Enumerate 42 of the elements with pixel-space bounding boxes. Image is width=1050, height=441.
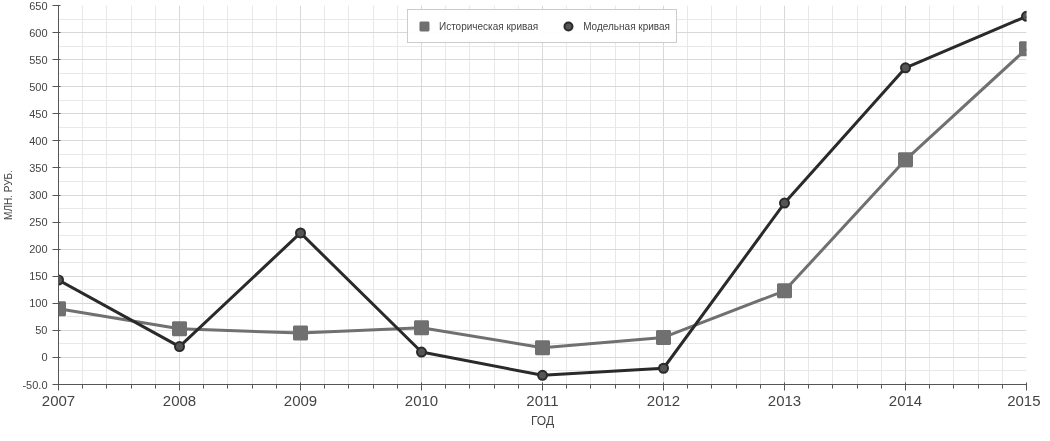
y-tick-label: 400 (29, 134, 48, 147)
point (900, 62, 911, 74)
x-tick-label: 2011 (526, 391, 559, 409)
y-tick-label: 250 (29, 216, 48, 229)
x-axis-title: ГОД (530, 413, 555, 428)
x-tick-label: 2013 (767, 391, 802, 409)
y-axis-title: МЛН. РУБ. (3, 170, 15, 220)
y-tick-label: 350 (29, 161, 48, 174)
point (779, 197, 790, 209)
x-tick-label: 2010 (404, 391, 439, 409)
y-tick-label: 550 (29, 53, 48, 66)
y-tick-label: 150 (29, 270, 48, 283)
point (537, 369, 548, 381)
y-tick-label: 50 (35, 324, 48, 337)
point (777, 283, 792, 299)
x-tick-label: 2009 (283, 391, 318, 409)
legend-label: Историческая кривая (438, 20, 539, 32)
point (172, 321, 187, 337)
point (898, 152, 913, 168)
point (535, 340, 550, 356)
point (414, 320, 429, 336)
x-tick-label: 2014 (888, 391, 923, 409)
y-tick-label: 500 (29, 80, 48, 93)
point (174, 341, 185, 353)
y-tick-label: 200 (29, 243, 48, 256)
y-tick-label: 650 (29, 0, 48, 12)
y-tick-label: 300 (29, 189, 48, 201)
x-tick-label: 2007 (41, 391, 76, 409)
x-tick-label: 2012 (646, 391, 681, 409)
point (658, 362, 669, 374)
x-tick-label: 2008 (162, 391, 197, 409)
point (293, 325, 308, 341)
y-tick-label: -50.0 (22, 378, 48, 391)
y-tick-label: 450 (29, 107, 48, 120)
y-tick-label: 100 (29, 297, 48, 310)
point (416, 346, 427, 358)
point (656, 329, 671, 345)
x-tick-label: 2015 (1007, 391, 1041, 409)
y-tick-label: 0 (41, 351, 48, 364)
y-tick-label: 600 (29, 26, 48, 39)
legend-label: Модельная кривая (583, 20, 671, 32)
point (295, 227, 306, 239)
